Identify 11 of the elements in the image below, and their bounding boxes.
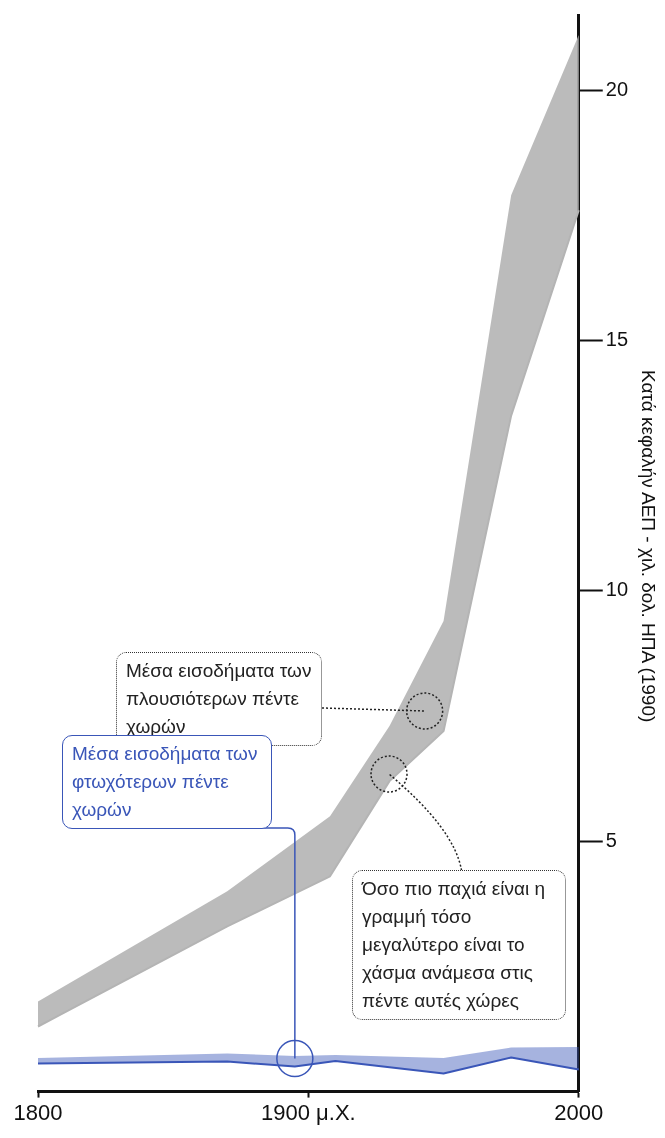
y-tick-label: 20	[605, 77, 628, 100]
x-tick-label: 2000	[554, 1099, 604, 1125]
annotation: Όσο πιο παχιά είναι η γραμμή τόσο μεγαλύτερο είναι το χάσμα ανάμεσα στις πέντε αυτές χώρες	[352, 870, 566, 1020]
y-axis-title: Κατά κεφαλήν ΑΕΠ - χιλ. δολ. ΗΠΑ (1990)	[637, 370, 660, 723]
annotation: Μέσα εισοδήματα των πλουσιότερων πέντε χωρών	[126, 660, 312, 737]
x-tick-label: 1800	[13, 1099, 63, 1125]
y-tick-label: 15	[605, 328, 628, 350]
annotation: Μέσα εισοδήματα των φτωχότερων πέντε χωρών	[72, 743, 258, 820]
x-tick-label: 1900 μ.Χ.	[261, 1099, 356, 1125]
y-tick-label: 5	[605, 828, 617, 851]
y-tick-label: 10	[605, 578, 628, 601]
